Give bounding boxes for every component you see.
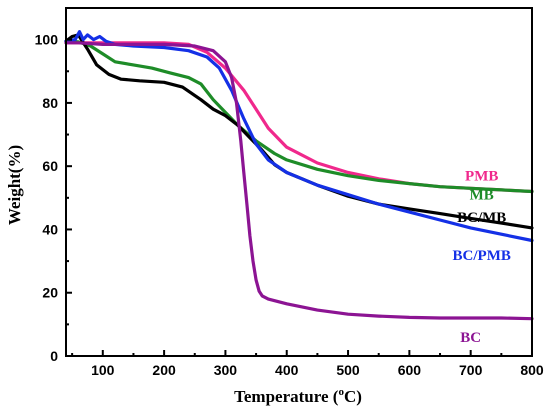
y-tick-label: 0: [50, 348, 58, 364]
series-line-bc-mb: [64, 33, 534, 230]
series-label-bc-pmb: BC/PMB: [453, 248, 511, 264]
x-tick-label: 100: [91, 362, 115, 378]
x-axis-label-unit-open: (: [329, 387, 339, 406]
y-tick-label: 20: [42, 285, 58, 301]
x-tick-label: 700: [459, 362, 483, 378]
y-tick-label: 80: [42, 95, 58, 111]
x-axis-label-text: Temperature: [234, 387, 329, 406]
series-label-bc-mb: BC/MB: [457, 210, 506, 226]
x-tick-label: 400: [275, 362, 299, 378]
y-tick-label: 60: [42, 158, 58, 174]
x-axis-ticks: 100 200 300 400 500 600 700 800: [71, 350, 544, 378]
series-label-mb: MB: [470, 188, 494, 204]
series-label-bc: BC: [460, 330, 481, 346]
x-axis-label-degree: o: [338, 386, 344, 398]
series-line-bc-pmb: [64, 30, 534, 243]
x-tick-label: 800: [520, 362, 544, 378]
series-line-bc: [64, 41, 534, 321]
plot-lines: [64, 30, 534, 321]
x-tick-label: 600: [398, 362, 422, 378]
plot-frame: [65, 7, 533, 357]
x-tick-label: 300: [214, 362, 238, 378]
series-labels: PMB MB BC/MB BC/PMB BC: [453, 169, 511, 346]
series-label-pmb: PMB: [465, 169, 498, 185]
x-tick-label: 500: [336, 362, 360, 378]
x-axis-label: Temperature (oC): [234, 386, 362, 406]
y-axis-label: Weight(%): [5, 145, 24, 225]
y-tick-label: 40: [42, 221, 58, 237]
x-tick-label: 200: [152, 362, 176, 378]
y-axis-ticks: 0 20 40 60 80 100: [35, 32, 72, 364]
x-axis-label-unit-rest: C): [344, 387, 362, 406]
series-line-mb: [64, 39, 534, 194]
y-tick-label: 100: [35, 32, 59, 48]
